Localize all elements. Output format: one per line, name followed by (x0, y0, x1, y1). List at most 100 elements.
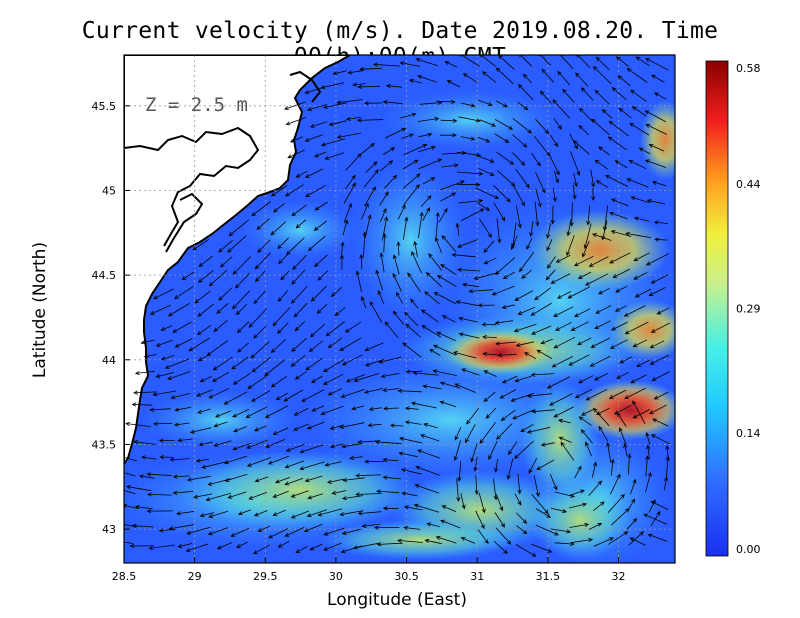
current-vector-arrow (411, 250, 422, 274)
current-vector-arrow (439, 180, 465, 191)
current-vector-arrow (404, 420, 422, 425)
current-vector-arrow (456, 171, 484, 176)
current-vector-arrow (460, 208, 485, 222)
current-vector-arrow (648, 404, 667, 415)
current-vector-arrow (186, 526, 211, 535)
current-vector-arrow (570, 321, 589, 331)
current-vector-arrow (359, 253, 364, 270)
current-vector-arrow (441, 163, 459, 168)
current-vector-arrow (552, 188, 557, 203)
current-vector-arrow (198, 255, 213, 267)
current-vector-arrow (392, 254, 400, 275)
current-vector-arrow (439, 381, 461, 389)
current-vector-arrow (272, 490, 289, 498)
current-vector-arrow (629, 537, 646, 546)
current-vector-arrow (403, 183, 420, 206)
current-vector-arrow (538, 55, 551, 66)
current-vector-arrow (530, 302, 552, 316)
current-vector-arrow (345, 116, 361, 121)
current-vector-arrow (286, 237, 305, 256)
current-vector-arrow (612, 268, 631, 278)
current-vector-arrow (198, 441, 213, 447)
current-vector-arrow (403, 505, 423, 511)
current-vector-arrow (546, 376, 571, 389)
current-vector-arrow (324, 461, 342, 467)
current-vector-arrow (253, 290, 266, 305)
current-vector-arrow (435, 535, 457, 544)
current-vector-arrow (418, 158, 443, 170)
current-vector-arrow (384, 128, 407, 139)
colorbar-tick-label: 0.14 (736, 427, 761, 440)
x-axis-label: Longitude (East) (0, 590, 800, 610)
current-vector-arrow (169, 457, 190, 462)
current-vector-arrow (628, 159, 647, 170)
current-vector-arrow (651, 371, 670, 381)
current-vector-arrow (320, 138, 346, 147)
current-vector-arrow (347, 70, 363, 75)
current-vector-arrow (247, 375, 268, 390)
current-vector-arrow (248, 492, 267, 500)
current-vector-arrow (549, 155, 560, 176)
current-vector-arrow (531, 494, 549, 515)
current-vector-arrow (574, 388, 593, 399)
current-vector-arrow (521, 269, 532, 279)
current-vector-arrow (382, 232, 387, 253)
current-vector-arrow (580, 87, 594, 101)
current-vector-arrow (304, 475, 323, 483)
current-vector-arrow (567, 286, 590, 299)
current-vector-arrow (336, 132, 362, 139)
current-vector-arrow (475, 187, 500, 199)
current-vector-arrow (172, 321, 192, 333)
current-vector-arrow (153, 288, 174, 300)
current-vector-arrow (424, 538, 442, 545)
current-vector-arrow (402, 159, 419, 170)
current-vector-arrow (232, 372, 251, 385)
current-vector-arrow (645, 123, 667, 135)
current-vector-arrow (611, 86, 627, 101)
current-vector-arrow (146, 472, 173, 477)
current-vector-arrow (615, 56, 629, 67)
current-vector-arrow (546, 256, 556, 269)
current-vector-arrow (609, 252, 631, 264)
current-vector-arrow (251, 390, 271, 402)
current-vector-arrow (380, 373, 400, 379)
current-vector-arrow (423, 422, 438, 429)
current-vector-arrow (396, 538, 423, 543)
colorbar-tick-label: 0.29 (736, 303, 761, 316)
current-vector-arrow (632, 409, 650, 419)
current-vector-arrow (535, 188, 542, 208)
current-vector-arrow (405, 323, 421, 338)
current-vector-arrow (610, 198, 629, 207)
current-vector-arrow (540, 338, 553, 345)
current-vector-arrow (496, 151, 515, 165)
current-vector-arrow (215, 410, 232, 418)
current-vector-arrow (494, 341, 517, 346)
current-vector-arrow (424, 291, 440, 305)
current-vector-arrow (278, 253, 289, 265)
current-vector-arrow (632, 339, 648, 348)
current-vector-arrow (212, 371, 230, 382)
x-tick-label: 30.5 (394, 570, 419, 583)
current-vector-arrow (317, 508, 343, 517)
current-vector-arrow (329, 443, 344, 449)
current-vector-arrow (197, 270, 214, 283)
current-vector-arrow (412, 371, 439, 376)
current-vector-arrow (495, 67, 514, 85)
current-vector-arrow (568, 489, 585, 496)
current-vector-arrow (307, 493, 323, 500)
current-vector-arrow (582, 240, 590, 258)
coast-lagoon (124, 126, 260, 247)
current-vector-arrow (324, 152, 345, 160)
current-vector-arrow (290, 354, 306, 367)
current-vector-arrow (277, 322, 289, 334)
current-vector-arrow (392, 272, 402, 292)
current-vector-arrow (227, 491, 247, 499)
current-vector-arrow (380, 207, 387, 222)
current-vector-arrow (223, 455, 248, 465)
current-vector-arrow (378, 356, 402, 364)
current-vector-arrow (205, 492, 232, 502)
current-vector-arrow (440, 263, 457, 276)
current-vector-arrow (234, 272, 250, 289)
current-vector-arrow (518, 84, 534, 101)
current-vector-arrow (367, 423, 382, 428)
